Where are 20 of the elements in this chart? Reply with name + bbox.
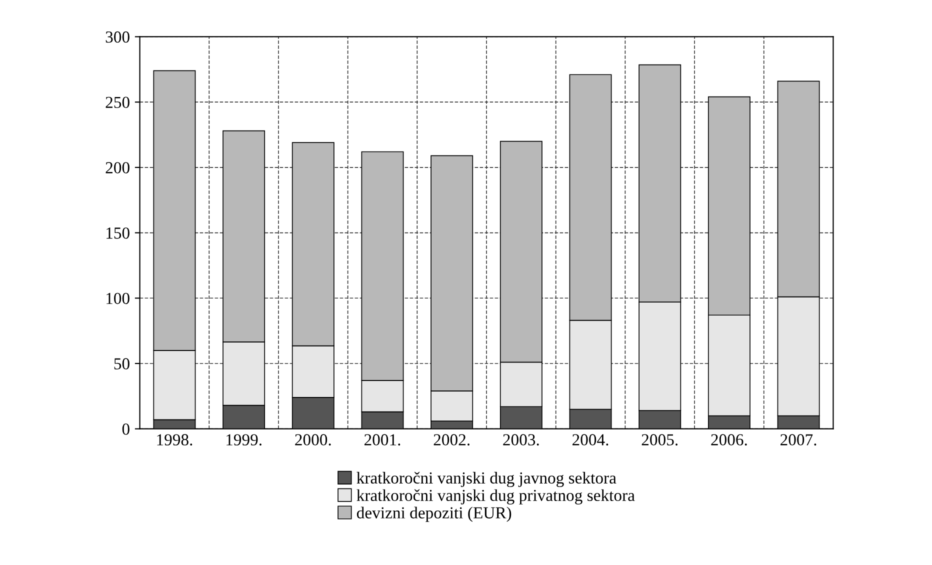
y-tick-label: 300 — [106, 31, 130, 43]
legend-label: devizni depoziti (EUR) — [356, 506, 512, 522]
x-tick-label: 2006. — [711, 434, 747, 446]
x-tick-label: 2007. — [780, 434, 816, 446]
x-tick-label: 2004. — [572, 434, 608, 446]
x-tick-label: 2001. — [364, 434, 400, 446]
y-tick-label: 250 — [106, 96, 130, 108]
x-tick-label: 2002. — [434, 434, 470, 446]
x-tick-label: 1998. — [157, 434, 192, 446]
y-tick-label: 50 — [114, 358, 130, 370]
x-tick-label: 2000. — [295, 434, 331, 446]
y-tick-label: 100 — [106, 292, 130, 304]
y-tick-label: 200 — [106, 162, 130, 174]
legend-label: kratkoročni vanjski dug javnog sektora — [356, 472, 616, 488]
x-tick-label: 2005. — [642, 434, 678, 446]
y-tick-label: 0 — [122, 424, 130, 435]
legend-label: kratkoročni vanjski dug privatnog sektora — [356, 489, 635, 504]
x-tick-label: 1999. — [226, 434, 262, 446]
x-tick-label: 2003. — [503, 434, 539, 446]
y-tick-label: 150 — [106, 227, 130, 239]
